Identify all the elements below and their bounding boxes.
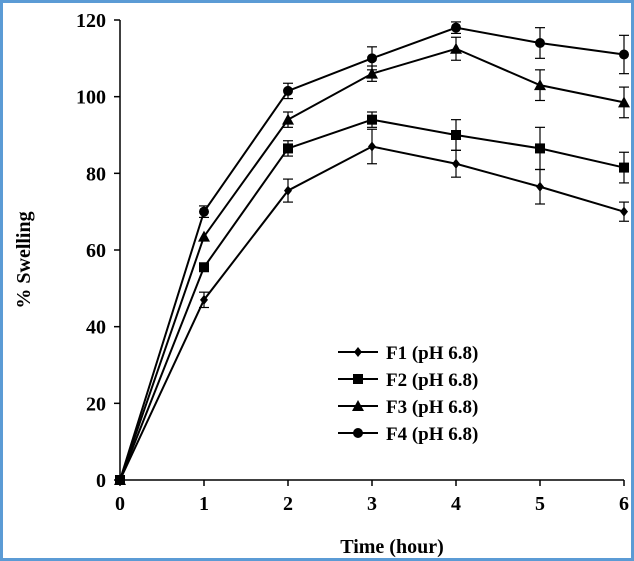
- data-point-f2: [619, 162, 629, 173]
- data-point-f1: [620, 206, 628, 217]
- x-axis-title: Time (hour): [340, 536, 444, 558]
- x-tick-label: 1: [199, 493, 209, 515]
- y-tick-label: 60: [86, 240, 106, 262]
- x-tick-label: 4: [451, 493, 461, 515]
- data-point-f4: [367, 53, 377, 64]
- series-lines: [119, 26, 625, 481]
- y-tick-label: 100: [76, 87, 106, 109]
- data-point-f2: [451, 130, 461, 140]
- legend-marker-f1: [354, 347, 362, 357]
- legend: F1 (pH 6.8) F2 (pH 6.8) F3 (pH 6.8) F4 (pH …: [338, 343, 478, 445]
- legend-label-f1: F1 (pH 6.8): [386, 343, 478, 364]
- data-point-f3: [618, 96, 630, 108]
- data-point-f4: [115, 475, 125, 485]
- x-tick-label: 3: [367, 493, 377, 515]
- error-bars: [199, 21, 629, 309]
- data-point-f2: [535, 143, 545, 154]
- data-point-f2: [199, 262, 209, 273]
- legend-label-f4: F4 (pH 6.8): [386, 424, 478, 445]
- series-line-f4: [119, 26, 625, 481]
- data-point-f3: [366, 67, 378, 79]
- y-axis-title: % Swelling: [13, 211, 35, 308]
- legend-marker-f3: [352, 400, 364, 411]
- x-tick-label: 6: [619, 493, 629, 515]
- x-tick-label: 5: [535, 493, 545, 515]
- data-point-f2: [283, 143, 293, 154]
- data-point-f3: [198, 230, 210, 242]
- series-line-f2: [119, 118, 625, 481]
- data-point-f4: [283, 85, 293, 96]
- y-tick-label: 80: [86, 163, 106, 185]
- legend-label-f3: F3 (pH 6.8): [386, 397, 478, 418]
- data-point-f1: [200, 294, 208, 305]
- x-tick-label: 0: [115, 493, 125, 515]
- data-point-f3: [450, 42, 462, 54]
- data-point-f3: [282, 113, 294, 125]
- legend-marker-f4: [353, 428, 363, 438]
- y-tick-label: 120: [76, 10, 106, 32]
- data-point-f3: [534, 79, 546, 91]
- data-point-f1: [536, 181, 544, 192]
- legend-marker-f2: [353, 374, 363, 384]
- data-point-f1: [452, 158, 460, 169]
- axes: 0 20 40 60 80 100 120 0 1 2 3 4 5 6 Time (hour) % Swell…: [13, 10, 629, 558]
- data-point-f4: [619, 49, 629, 60]
- y-tick-label: 40: [86, 317, 106, 339]
- data-point-f1: [368, 141, 376, 152]
- data-point-f4: [451, 22, 461, 33]
- y-tick-label: 20: [86, 393, 106, 415]
- series-line-f1: [119, 145, 625, 481]
- y-tick-label: 0: [96, 470, 106, 492]
- data-point-f2: [367, 114, 377, 125]
- legend-label-f2: F2 (pH 6.8): [386, 370, 478, 391]
- data-point-f4: [535, 38, 545, 48]
- x-tick-label: 2: [283, 493, 293, 515]
- data-point-f1: [284, 185, 292, 196]
- data-point-f4: [199, 206, 209, 217]
- series-markers: [114, 22, 630, 485]
